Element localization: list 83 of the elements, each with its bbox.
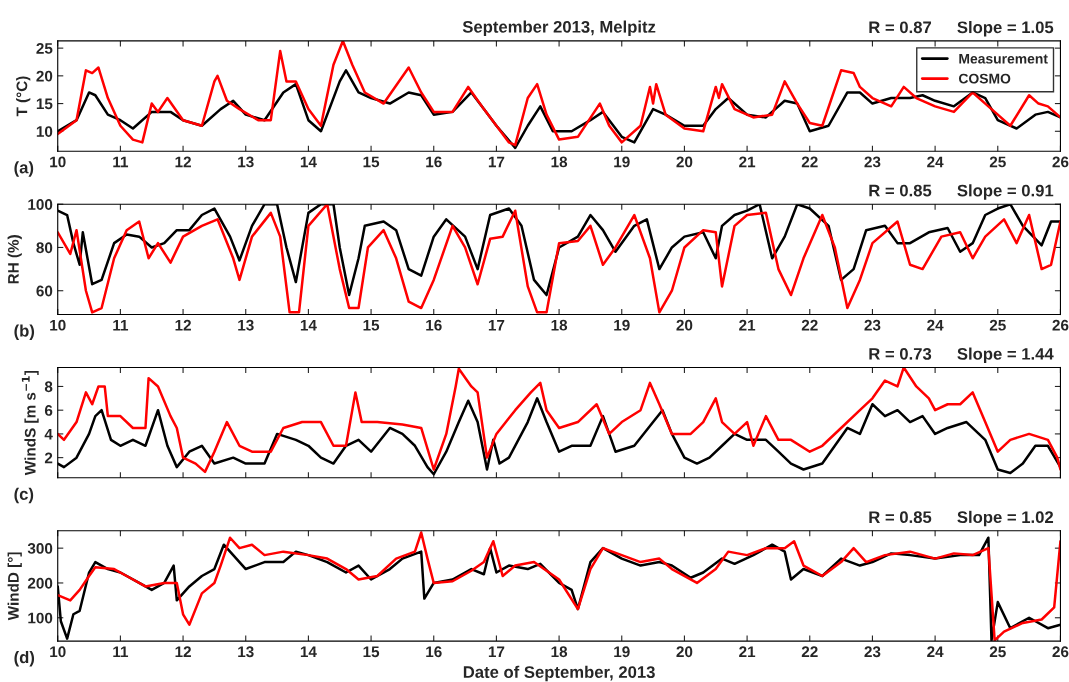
x-tick-label: 19 [614,156,630,168]
x-tick-label: 26 [1052,319,1069,331]
x-tick-label: 24 [927,156,944,168]
legend-label: Measurement [959,53,1048,64]
y-tick-label: 60 [36,285,53,297]
x-tick-label: 22 [801,319,818,331]
y-tick-label: 100 [28,199,53,210]
x-tick-label: 26 [1052,156,1069,168]
x-tick-label: 14 [300,156,317,168]
y-tick-label: 200 [27,577,53,589]
x-tick-label: 12 [175,646,191,658]
y-tick-label: 20 [36,70,53,82]
x-tick-label: 12 [175,319,191,331]
x-tick-label: 25 [989,319,1006,331]
x-tick-label: 18 [551,156,568,168]
x-tick-label: 15 [363,156,380,168]
x-tick-label: 13 [238,319,254,331]
x-tick-label: 24 [927,319,944,331]
x-tick-label: 13 [238,156,254,168]
x-tick-label: 22 [801,646,818,658]
x-tick-label: 22 [801,156,818,168]
text: Slope = 1.02 [957,510,1054,527]
x-tick-label: 18 [551,319,568,331]
x-tick-label: 25 [989,156,1006,168]
x-tick-label: 11 [113,156,129,168]
line-series [57,204,1061,314]
x-tick-label: 11 [113,646,129,658]
chart-title: September 2013, Melpitz [462,20,656,37]
x-tick-label: 13 [238,646,254,658]
x-tick-label: 12 [175,156,191,168]
text: R = 0.73 [869,347,932,360]
x-axis-title: Date of September, 2013 [463,665,655,682]
x-tick-label: 20 [676,156,693,168]
x-tick-label: 16 [426,156,442,168]
y-tick-label: 10 [36,126,53,137]
x-tick-label: 15 [363,319,380,331]
x-tick-label: 16 [426,319,442,331]
y-tick-label: 25 [36,42,53,54]
text: Slope = 1.05 [957,20,1054,37]
y-axis-title: WindS [m s$^{−1}$] [21,370,39,476]
x-tick-label: 25 [989,646,1006,658]
y-tick-label: 4 [44,428,53,440]
x-tick-label: 21 [739,156,756,168]
x-tick-label: 19 [614,646,630,658]
x-tick-label: 18 [551,646,568,658]
x-tick-label: 19 [614,319,630,331]
x-tick-label: 23 [864,156,881,168]
y-tick-label: 15 [36,98,53,110]
y-axis-title: WindD [°] [7,552,22,621]
y-tick-label: 80 [36,242,53,254]
y-tick-label: 100 [28,612,53,624]
x-tick-label: 15 [363,646,380,658]
legend-label: COSMO [958,73,1011,84]
text: R = 0.85 [869,511,932,524]
y-tick-label: 6 [44,405,53,416]
text: Slope = 1.44 [957,347,1054,364]
y-axis-title: T (°C) [16,76,31,117]
x-tick-label: 21 [739,646,756,658]
x-tick-label: 24 [927,646,944,658]
x-tick-label: 23 [864,319,881,331]
text: (c) [14,487,34,504]
x-tick-label: 17 [488,646,505,658]
y-tick-label: 8 [44,381,53,393]
x-tick-label: 14 [300,319,317,331]
text: (a) [14,161,34,177]
x-tick-label: 21 [739,319,756,331]
x-tick-label: 14 [300,646,317,658]
text: R = 0.87 [869,21,932,34]
x-tick-label: 23 [864,646,881,658]
x-tick-label: 17 [488,156,505,168]
x-tick-label: 17 [488,319,505,331]
text: (d) [14,651,35,667]
text: R = 0.85 [869,184,932,197]
y-tick-label: 300 [27,543,53,554]
y-axis-title: RH (%) [7,235,22,284]
x-tick-label: 20 [676,646,693,658]
x-tick-label: 11 [113,319,129,331]
x-tick-label: 16 [426,646,442,658]
text: Slope = 0.91 [957,184,1054,200]
x-tick-label: 26 [1052,646,1069,658]
text: (b) [14,324,35,340]
x-tick-label: 20 [676,319,693,331]
y-tick-label: 2 [44,452,53,464]
